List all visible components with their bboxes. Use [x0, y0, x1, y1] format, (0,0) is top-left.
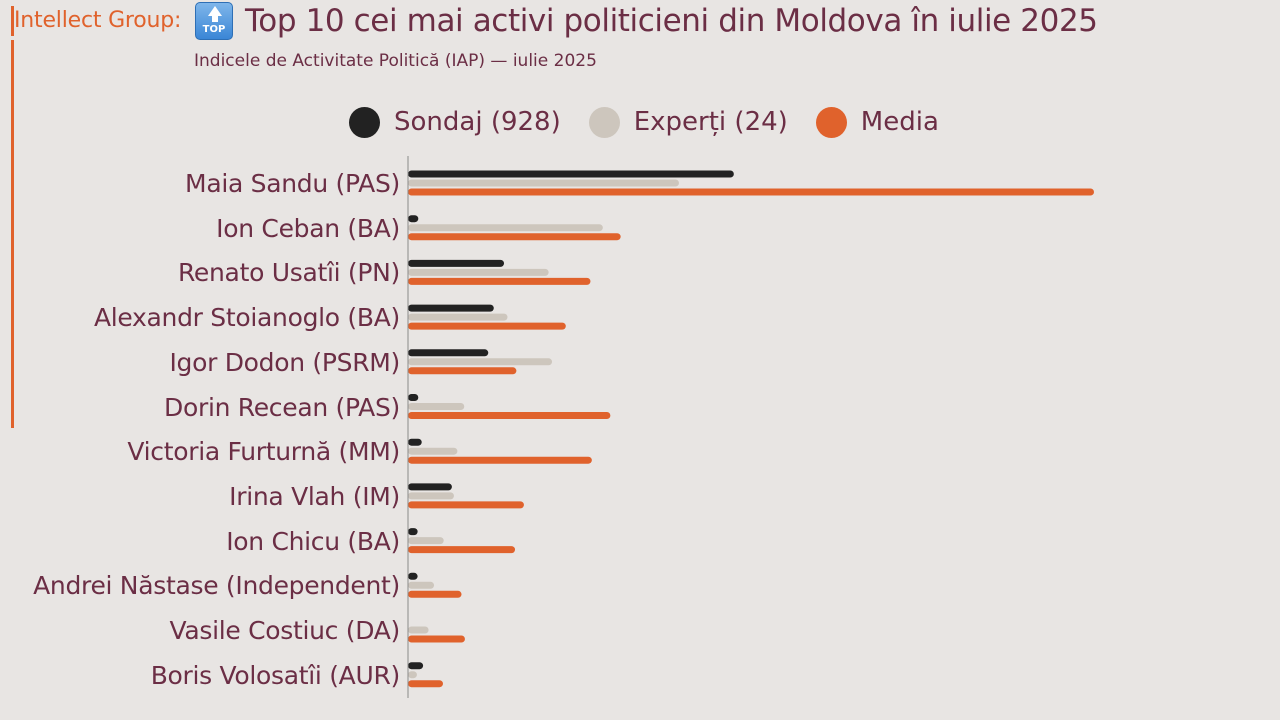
bar-media [408, 277, 591, 285]
bar-sondaj [408, 662, 424, 670]
legend-swatch-sondaj [349, 106, 380, 138]
category-label: Boris Volosatîi (AUR) [150, 660, 401, 690]
legend-label-media: Media [860, 107, 939, 137]
legend-label-experti: Experți (24) [633, 107, 788, 137]
bar-experti [408, 224, 603, 232]
chart-subtitle: Indicele de Activitate Politică (IAP) — … [194, 51, 597, 71]
bar-sondaj [408, 215, 419, 223]
bar-media [408, 680, 443, 688]
legend-item-media: Media [815, 106, 939, 138]
bar-experti [408, 492, 454, 500]
bar-sondaj [408, 438, 422, 446]
bar-media [408, 412, 611, 419]
bar-media [408, 367, 517, 375]
category-labels: Maia Sandu (PAS) Ion Ceban (BA) Renato Usa… [0, 0, 400, 720]
legend-swatch-experti [588, 106, 620, 138]
bar-experti [408, 179, 679, 187]
chart-title: Top 10 cei mai activi politicieni din Mo… [245, 3, 1098, 39]
bar-experti [408, 537, 444, 545]
bar-experti [408, 671, 417, 679]
bar-sondaj [408, 304, 494, 312]
bar-sondaj [408, 394, 419, 401]
bar-media [408, 322, 566, 330]
accent-bar-top [11, 6, 14, 36]
bar-media [408, 501, 524, 509]
category-label: Andrei Năstase (Independent) [33, 571, 400, 601]
chart-legend: Sondaj (928) Experți (24) Media [349, 102, 967, 142]
top-icon-text: TOP [202, 24, 226, 35]
bar-sondaj [408, 483, 452, 491]
bar-sondaj [408, 572, 418, 580]
bar-media [408, 635, 465, 643]
accent-bar [11, 40, 14, 428]
category-label: Maia Sandu (PAS) [185, 169, 400, 198]
brand-label: Intellect Group: [14, 8, 182, 33]
category-label: Alexandr Stoianoglo (BA) [93, 303, 400, 333]
bar-sondaj [408, 349, 489, 357]
bar-media [408, 233, 621, 241]
bar-experti [408, 268, 549, 276]
bar-media [408, 456, 592, 464]
category-label: Victoria Furturnă (MM) [127, 437, 400, 467]
legend-item-sondaj: Sondaj (928) [349, 106, 561, 138]
legend-item-experti: Experți (24) [588, 106, 788, 138]
bar-experti [408, 313, 508, 321]
category-label: Irina Vlah (IM) [229, 481, 400, 511]
bar-sondaj [408, 170, 734, 178]
legend-swatch-media [815, 106, 847, 138]
category-label: Vasile Costiuc (DA) [169, 616, 400, 645]
bar-experti [408, 403, 465, 410]
bar-sondaj [408, 259, 505, 267]
bar-experti [408, 358, 553, 366]
bar-sondaj [408, 528, 418, 536]
category-label: Ion Chicu (BA) [226, 526, 400, 556]
top-arrow-icon: TOP [195, 2, 233, 40]
bar-media [408, 188, 1094, 196]
bar-experti [408, 581, 435, 589]
category-label: Renato Usatîi (PN) [177, 258, 400, 288]
bar-experti [408, 626, 429, 634]
category-label: Dorin Recean (PAS) [164, 392, 400, 422]
category-label: Igor Dodon (PSRM) [169, 347, 400, 377]
bar-experti [408, 447, 458, 455]
category-label: Ion Ceban (BA) [216, 213, 400, 243]
bar-media [408, 590, 462, 598]
legend-label-sondaj: Sondaj (928) [394, 107, 561, 137]
bar-media [408, 546, 516, 554]
